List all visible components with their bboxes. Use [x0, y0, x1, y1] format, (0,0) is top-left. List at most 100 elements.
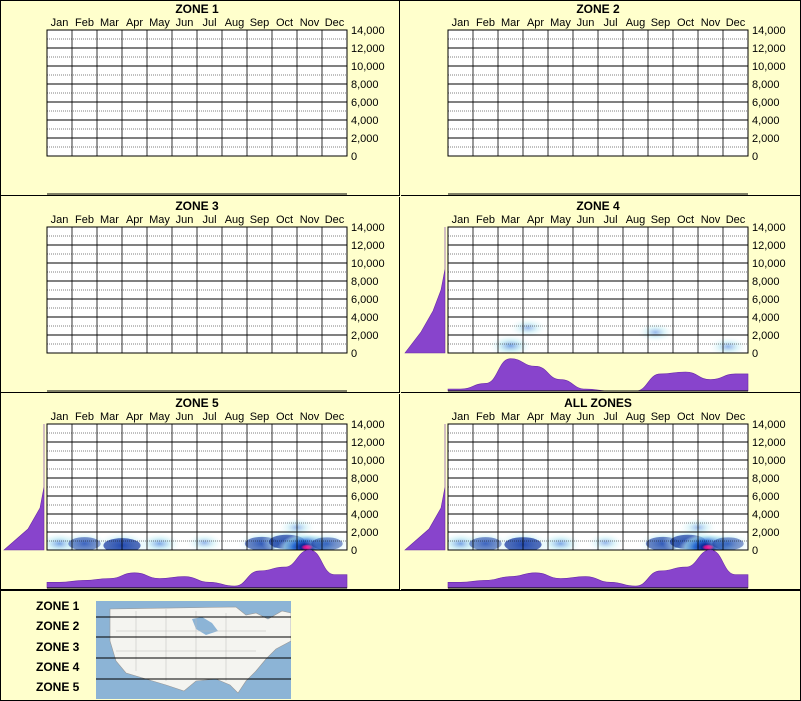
legend-zone-5: ZONE 5: [36, 680, 80, 694]
zone-legend: ZONE 1 ZONE 2 ZONE 3 ZONE 4 ZONE 5: [0, 590, 801, 701]
month-label-mar: Mar: [501, 411, 520, 423]
heat-spot-5: [186, 533, 223, 550]
month-label-aug: Aug: [626, 17, 646, 29]
month-label-aug: Aug: [626, 214, 646, 226]
chart-title: ALL ZONES: [564, 396, 632, 410]
month-label-dec: Dec: [726, 214, 746, 226]
month-label-mar: Mar: [501, 17, 520, 29]
y-tick-label: 4,000: [351, 115, 379, 127]
month-label-dec: Dec: [325, 214, 345, 226]
month-label-nov: Nov: [701, 214, 721, 226]
monthly-density-area: [46, 549, 348, 589]
y-tick-label: 2,000: [351, 133, 379, 145]
month-label-sep: Sep: [651, 17, 671, 29]
y-tick-label: 6,000: [351, 97, 379, 109]
grid-lines: [447, 423, 749, 551]
y-tick-label: 6,000: [752, 97, 780, 109]
month-label-may: May: [149, 411, 170, 423]
month-label-may: May: [149, 214, 170, 226]
month-label-sep: Sep: [250, 17, 270, 29]
grid-lines: [447, 226, 749, 354]
y-tick-label: 8,000: [351, 276, 379, 288]
legend-zone-2: ZONE 2: [36, 619, 80, 633]
month-label-jan: Jan: [51, 214, 69, 226]
y-tick-label: 0: [752, 151, 758, 163]
month-label-may: May: [550, 214, 571, 226]
chart-svg: ZONE 2 Jan Feb Mar Apr May Jun Jul Aug Sep Oct Nov D…: [447, 2, 786, 195]
month-label-oct: Oct: [276, 214, 293, 226]
chart-panel-5: ZONE 5 Jan Feb Mar Apr May Jun Jul Aug Sep Oct Nov D…: [0, 394, 400, 590]
chart-svg: ZONE 4 Jan Feb Mar Apr May Jun Jul Aug Sep Oct Nov D…: [404, 199, 786, 392]
month-label-sep: Sep: [651, 214, 671, 226]
month-label-mar: Mar: [100, 411, 119, 423]
y-tick-label: 14,000: [351, 25, 385, 37]
y-tick-label: 10,000: [351, 455, 385, 467]
chart-title: ZONE 5: [175, 396, 219, 410]
y-tick-label: 6,000: [752, 294, 780, 306]
chart-title: ZONE 3: [175, 199, 219, 213]
month-label-may: May: [550, 17, 571, 29]
month-label-mar: Mar: [501, 214, 520, 226]
y-tick-label: 10,000: [752, 61, 786, 73]
y-tick-label: 2,000: [752, 527, 780, 539]
heat-spot-4: [709, 336, 747, 353]
y-tick-label: 14,000: [752, 25, 786, 37]
month-label-jan: Jan: [452, 411, 470, 423]
month-label-jul: Jul: [603, 214, 617, 226]
month-label-nov: Nov: [300, 17, 320, 29]
month-label-apr: Apr: [527, 214, 544, 226]
y-tick-label: 14,000: [351, 222, 385, 234]
heatmap-layer: [47, 517, 347, 550]
month-label-dec: Dec: [325, 17, 345, 29]
month-label-jun: Jun: [577, 17, 595, 29]
month-label-feb: Feb: [476, 17, 495, 29]
elevation-density-area: [404, 424, 446, 551]
y-tick-label: 0: [752, 348, 758, 360]
month-label-nov: Nov: [701, 411, 721, 423]
y-tick-label: 8,000: [752, 473, 780, 485]
chart-svg: ZONE 5 Jan Feb Mar Apr May Jun Jul Aug Sep Oct Nov D…: [3, 396, 385, 589]
month-label-jun: Jun: [577, 214, 595, 226]
y-tick-label: 8,000: [752, 79, 780, 91]
month-label-feb: Feb: [75, 17, 94, 29]
month-label-jul: Jul: [202, 17, 216, 29]
month-label-aug: Aug: [626, 411, 646, 423]
month-label-jun: Jun: [176, 214, 194, 226]
chart-title: ZONE 2: [576, 2, 620, 16]
heat-spot-3: [637, 322, 674, 343]
month-label-sep: Sep: [250, 214, 270, 226]
month-label-feb: Feb: [476, 411, 495, 423]
chart-panel-6: ALL ZONES Jan Feb Mar Apr May Jun Jul Aug Sep Oct N…: [401, 394, 801, 590]
map-borders: [116, 609, 266, 681]
grid-lines: [46, 226, 348, 354]
legend-zone-1: ZONE 1: [36, 599, 80, 613]
y-tick-label: 0: [351, 151, 357, 163]
month-label-oct: Oct: [677, 17, 694, 29]
elevation-density-area: [404, 227, 446, 354]
chart-svg: ALL ZONES Jan Feb Mar Apr May Jun Jul Aug Sep Oct N…: [404, 396, 786, 589]
chart-panel-2: ZONE 2 Jan Feb Mar Apr May Jun Jul Aug Sep Oct Nov D…: [401, 0, 801, 196]
month-label-may: May: [149, 17, 170, 29]
month-label-jul: Jul: [202, 411, 216, 423]
month-label-apr: Apr: [126, 17, 143, 29]
y-tick-label: 0: [351, 545, 357, 557]
chart-title: ZONE 1: [175, 2, 219, 16]
y-tick-label: 8,000: [752, 276, 780, 288]
y-tick-label: 4,000: [752, 509, 780, 521]
y-tick-label: 14,000: [752, 419, 786, 431]
month-label-apr: Apr: [126, 214, 143, 226]
zone-map: [96, 601, 291, 699]
month-label-mar: Mar: [100, 17, 119, 29]
month-label-dec: Dec: [325, 411, 345, 423]
monthly-density-area: [447, 358, 749, 392]
heat-spot-4: [539, 532, 582, 550]
chart-svg: ZONE 3 Jan Feb Mar Apr May Jun Jul Aug Sep Oct Nov D…: [46, 199, 385, 392]
month-label-jul: Jul: [202, 214, 216, 226]
month-label-sep: Sep: [250, 411, 270, 423]
y-tick-label: 12,000: [351, 437, 385, 449]
y-tick-label: 0: [752, 545, 758, 557]
month-label-apr: Apr: [126, 411, 143, 423]
month-label-jun: Jun: [176, 411, 194, 423]
y-tick-label: 12,000: [752, 437, 786, 449]
